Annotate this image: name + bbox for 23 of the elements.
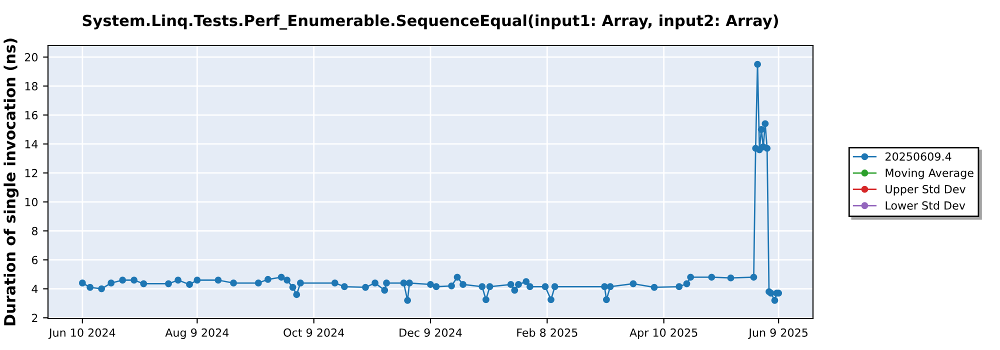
y-tick-label: 6 xyxy=(32,256,38,264)
legend-label: Lower Std Dev xyxy=(886,201,966,210)
y-axis-title: Duration of single invocation (ns) xyxy=(4,38,19,326)
y-tick-label: 14 xyxy=(25,140,38,148)
y-tick-label: 8 xyxy=(32,226,38,236)
x-tick-label: Jun 9 2025 xyxy=(748,328,808,339)
y-tick-label: 2 xyxy=(32,314,38,322)
x-tick-label: Aug 9 2024 xyxy=(165,328,229,339)
chart-title: System.Linq.Tests.Perf_Enumerable.SequenceEqual(input1: Array, input2: Array) xyxy=(82,14,778,30)
y-tick-label: 16 xyxy=(25,110,38,120)
y-tick-label: 10 xyxy=(25,198,38,206)
y-tick-label: 12 xyxy=(25,168,38,178)
y-tick-label: 4 xyxy=(32,284,38,294)
legend-label: Moving Average xyxy=(886,168,974,180)
y-tick-label: 20 xyxy=(24,53,38,62)
x-tick-label: Jun 10 2024 xyxy=(48,328,116,339)
x-tick-label: Dec 9 2024 xyxy=(400,328,462,337)
x-tick-label: Oct 9 2024 xyxy=(284,328,344,337)
x-tick-label: Feb 8 2025 xyxy=(517,328,578,337)
legend-label: 20250609.4 xyxy=(886,152,952,161)
legend-label: Upper Std Dev xyxy=(886,184,966,196)
y-tick-label: 18 xyxy=(25,82,38,90)
x-tick-label: Apr 10 2025 xyxy=(630,328,698,339)
